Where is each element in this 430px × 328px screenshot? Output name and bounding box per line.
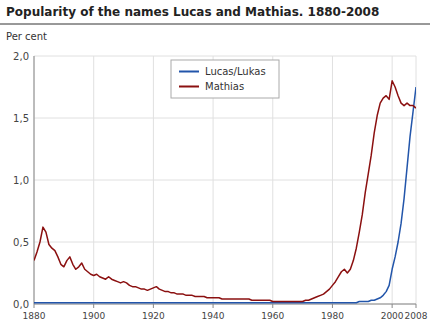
y-tick-label: 2,0 — [13, 51, 29, 62]
series-line — [34, 81, 416, 302]
series-group — [34, 81, 416, 303]
x-grid-line — [93, 56, 94, 304]
y-axis-line — [34, 56, 35, 304]
x-tick-label: 1900 — [82, 311, 105, 321]
legend-swatch — [179, 71, 199, 73]
y-tick-label: 1,5 — [13, 113, 29, 124]
legend-label: Mathias — [205, 81, 244, 92]
x-tick — [332, 304, 333, 308]
x-tick-label: 1940 — [202, 311, 225, 321]
x-grid-line — [332, 56, 333, 304]
title: Popularity of the names Lucas and Mathia… — [6, 5, 379, 19]
x-tick — [34, 304, 35, 308]
y-grid-line — [34, 56, 416, 57]
y-tick-label: 1,0 — [13, 175, 29, 186]
legend-box — [171, 60, 279, 98]
chart-svg: Popularity of the names Lucas and Mathia… — [0, 0, 430, 328]
x-tick — [272, 304, 273, 308]
x-tick — [213, 304, 214, 308]
axes: 0,0 0,5 1,0 1,5 2,0 1880 1900 1920 1940 1960 1980 2… — [13, 51, 428, 322]
x-tick-label: 1980 — [321, 311, 344, 321]
x-tick-label: 2008 — [405, 311, 428, 321]
y-axis-label: Per cent — [6, 31, 47, 42]
x-tick — [392, 304, 393, 308]
legend: Lucas/Lukas Mathias — [171, 60, 279, 98]
y-grid-line — [34, 304, 416, 305]
x-tick-label: 2000 — [381, 311, 404, 321]
x-tick-label: 1920 — [142, 311, 165, 321]
legend-label: Lucas/Lukas — [205, 66, 266, 77]
y-grid-line — [34, 118, 416, 119]
x-grid-line — [34, 56, 35, 304]
x-tick-label: 1960 — [261, 311, 284, 321]
y-grid-line — [34, 180, 416, 181]
y-grid-line — [34, 242, 416, 243]
x-axis-line — [34, 304, 416, 305]
legend-swatch — [179, 86, 199, 88]
y-tick-label: 0,0 — [13, 299, 29, 310]
grid — [34, 56, 416, 304]
y-tick-label: 0,5 — [13, 237, 29, 248]
x-grid-line — [153, 56, 154, 304]
chart-container: Popularity of the names Lucas and Mathia… — [0, 0, 430, 328]
x-tick-label: 1880 — [23, 311, 46, 321]
series-line — [34, 87, 416, 303]
title-rule — [0, 24, 430, 25]
x-tick — [93, 304, 94, 308]
x-tick — [416, 304, 417, 308]
x-tick — [153, 304, 154, 308]
